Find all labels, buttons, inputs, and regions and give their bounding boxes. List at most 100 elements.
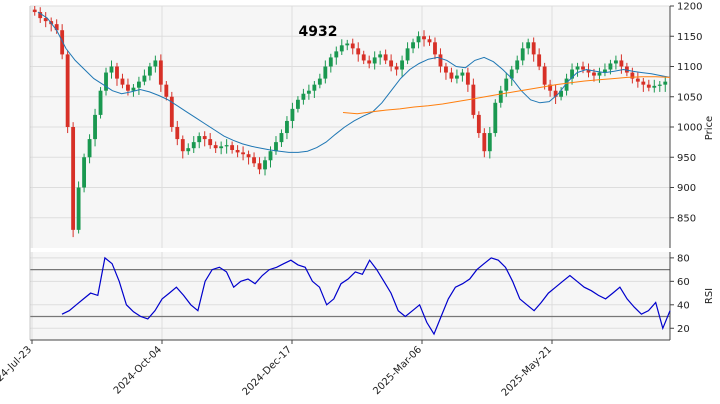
candle-body xyxy=(372,57,377,64)
candle-body xyxy=(438,54,443,67)
rsi-y-tick-label: 40 xyxy=(677,300,690,311)
candle-body xyxy=(411,42,415,49)
candle-body xyxy=(427,39,432,43)
candle-body xyxy=(356,48,361,55)
candle-body xyxy=(383,54,388,61)
candle-body xyxy=(257,163,262,170)
candle-body xyxy=(531,42,536,55)
candle-body xyxy=(487,133,492,152)
rsi-y-tick-label: 80 xyxy=(677,253,690,264)
candle-body xyxy=(345,43,350,46)
candle-body xyxy=(126,84,130,91)
candle-body xyxy=(208,139,213,146)
candle-body xyxy=(394,66,399,70)
chart-title: 4932 xyxy=(299,24,338,40)
candle-body xyxy=(444,66,448,73)
candle-body xyxy=(295,99,300,109)
candle-body xyxy=(367,60,372,64)
candle-body xyxy=(306,90,311,94)
candle-body xyxy=(263,160,267,170)
candle-body xyxy=(142,75,147,82)
candle-body xyxy=(164,84,169,97)
candle-body xyxy=(224,145,229,147)
candle-body xyxy=(43,18,48,22)
candle-body xyxy=(416,36,421,43)
candle-body xyxy=(433,42,437,55)
y-tick-label: 850 xyxy=(677,213,696,224)
candle-body xyxy=(400,60,405,70)
x-tick-label: 2024-Oct-04 xyxy=(112,344,164,396)
candle-body xyxy=(592,72,596,76)
candle-body xyxy=(663,81,668,85)
candle-body xyxy=(465,72,470,85)
candle-body xyxy=(323,66,328,79)
rsi-panel xyxy=(30,252,670,340)
candle-body xyxy=(630,72,635,79)
candle-body xyxy=(657,84,662,86)
candle-body xyxy=(38,12,43,19)
candle-body xyxy=(334,51,339,58)
candle-body xyxy=(449,72,454,79)
candle-body xyxy=(575,66,580,70)
candle-body xyxy=(71,127,76,230)
candle-body xyxy=(197,136,202,143)
candle-body xyxy=(581,66,585,70)
candle-body xyxy=(498,90,503,103)
y-tick-label: 1050 xyxy=(677,92,702,103)
rsi-axis-label: RSI xyxy=(704,288,715,304)
candle-body xyxy=(301,93,306,100)
candle-body xyxy=(537,54,542,67)
y-tick-label: 950 xyxy=(677,153,696,164)
candle-body xyxy=(493,102,498,134)
candle-body xyxy=(641,81,646,85)
candle-body xyxy=(482,133,487,152)
candle-body xyxy=(520,48,525,61)
candle-body xyxy=(553,90,558,97)
candle-body xyxy=(504,78,509,91)
candle-body xyxy=(515,60,520,70)
candle-body xyxy=(454,75,459,79)
candle-body xyxy=(339,45,344,52)
candle-body xyxy=(619,60,624,67)
candle-body xyxy=(104,72,108,91)
candle-body xyxy=(389,60,394,67)
candle-body xyxy=(548,84,553,91)
candle-body xyxy=(252,157,256,164)
candle-body xyxy=(570,69,574,79)
candle-body xyxy=(93,114,97,140)
candle-body xyxy=(405,48,410,61)
x-tick-label: 2024-Dec-17 xyxy=(241,344,295,398)
candle-body xyxy=(219,146,224,149)
candle-body xyxy=(378,54,383,58)
candle-body xyxy=(98,90,103,115)
candle-body xyxy=(147,66,152,76)
rsi-y-tick-label: 60 xyxy=(677,277,690,288)
candle-body xyxy=(153,60,158,67)
candle-body xyxy=(361,54,366,61)
candle-body xyxy=(235,149,240,153)
candle-body xyxy=(608,63,613,70)
candle-body xyxy=(136,81,141,88)
candle-body xyxy=(82,157,87,188)
candle-body xyxy=(586,69,591,73)
candle-body xyxy=(191,142,196,149)
candle-body xyxy=(542,66,547,85)
candle-body xyxy=(158,60,163,85)
candle-body xyxy=(317,78,322,85)
candle-body xyxy=(603,69,607,73)
y-tick-label: 900 xyxy=(677,183,696,194)
candle-body xyxy=(471,84,476,115)
candle-body xyxy=(76,187,81,230)
candle-body xyxy=(186,148,191,152)
candle-body xyxy=(460,72,465,76)
candle-body xyxy=(241,152,246,155)
candle-body xyxy=(120,78,125,85)
candle-body xyxy=(476,114,481,134)
candle-body xyxy=(613,60,618,64)
rsi-y-tick-label: 20 xyxy=(677,324,690,335)
candle-body xyxy=(564,78,569,91)
candle-body xyxy=(646,84,651,88)
candle-body xyxy=(109,66,114,73)
